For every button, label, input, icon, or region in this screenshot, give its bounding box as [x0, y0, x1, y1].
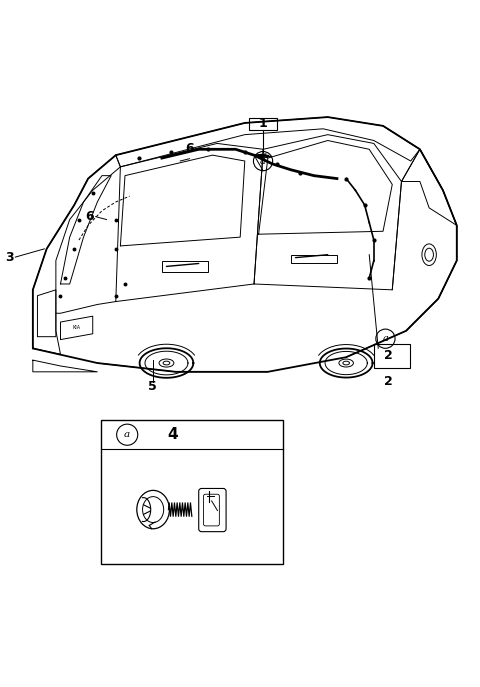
Bar	[291, 255, 337, 264]
Bar	[249, 118, 277, 130]
Bar	[162, 260, 208, 272]
Text: a: a	[383, 334, 388, 344]
Bar	[101, 420, 283, 564]
Text: 6: 6	[85, 210, 94, 223]
Bar	[374, 344, 410, 368]
Text: 2: 2	[384, 349, 393, 362]
Text: 2: 2	[384, 374, 393, 387]
Text: 6: 6	[185, 142, 194, 155]
Text: 5: 5	[148, 380, 157, 393]
Text: KIA: KIA	[72, 326, 81, 330]
Text: 4: 4	[168, 427, 178, 442]
Text: 3: 3	[5, 251, 14, 264]
Text: a: a	[124, 430, 130, 439]
Text: 1: 1	[259, 117, 267, 130]
Text: a: a	[260, 157, 266, 166]
